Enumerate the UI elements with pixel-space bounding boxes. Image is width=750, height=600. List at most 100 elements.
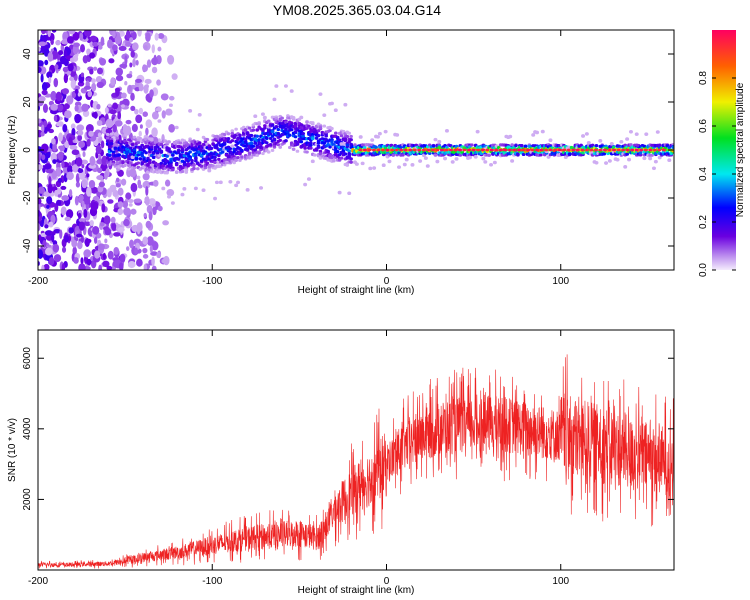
spectrogram-cell bbox=[278, 145, 283, 149]
spectrogram-cell bbox=[149, 245, 153, 253]
spectrogram-peak-cell bbox=[371, 148, 376, 152]
spectrogram-cell bbox=[260, 112, 265, 116]
spectrogram-cell bbox=[291, 115, 296, 120]
spectrogram-cell bbox=[96, 175, 104, 181]
spectrogram-cell bbox=[63, 49, 68, 58]
spectrogram-cell bbox=[207, 168, 212, 173]
spectrogram-cell bbox=[57, 121, 64, 127]
spectrogram-cell bbox=[586, 140, 591, 145]
spectrogram-cell bbox=[100, 162, 108, 172]
spectrogram-cell bbox=[104, 238, 108, 244]
spectrogram-cell bbox=[625, 137, 630, 141]
spectrogram-cell bbox=[581, 134, 586, 138]
spectrogram-cell bbox=[45, 169, 54, 174]
spectrogram-cell bbox=[427, 151, 432, 155]
spectrogram-cell bbox=[54, 189, 59, 197]
spectrogram-cell bbox=[240, 148, 244, 153]
spectrogram-cell bbox=[489, 162, 494, 167]
spectrogram-peak-cell bbox=[480, 148, 485, 152]
spectrogram-cell bbox=[433, 153, 438, 157]
spectrogram-cell bbox=[52, 159, 57, 164]
spectrogram-peak-cell bbox=[544, 148, 549, 152]
spectrogram-cell bbox=[134, 247, 138, 255]
spectrogram-cell bbox=[609, 142, 614, 146]
spectrogram-cell bbox=[151, 203, 156, 208]
spectrogram-cell bbox=[40, 131, 45, 137]
spectrogram-cell bbox=[140, 151, 144, 155]
spectrogram-cell bbox=[89, 35, 98, 42]
spectrogram-cell bbox=[193, 186, 198, 191]
spectrogram-cell bbox=[349, 157, 353, 161]
spectrogram-peak-cell bbox=[439, 148, 444, 152]
spectrogram-cell bbox=[195, 167, 200, 171]
spectrogram-cell bbox=[161, 186, 166, 191]
spectrogram-cell bbox=[130, 50, 135, 58]
spectrogram-peak-cell bbox=[580, 148, 585, 152]
spectrogram-cell bbox=[328, 145, 332, 149]
spectrogram-cell bbox=[91, 78, 96, 84]
spectrogram-cell bbox=[71, 128, 76, 137]
spectrogram-cell bbox=[86, 48, 91, 55]
spectrogram-cell bbox=[143, 212, 147, 218]
spectrogram-x-tick-label: -200 bbox=[28, 276, 48, 287]
spectrogram-cell bbox=[475, 129, 480, 134]
spectrogram-cell bbox=[79, 32, 84, 41]
spectrogram-cell bbox=[130, 208, 137, 215]
spectrogram-peak-cell bbox=[657, 148, 662, 152]
spectrogram-cell bbox=[168, 103, 173, 108]
spectrogram-cell bbox=[69, 57, 75, 63]
spectrogram-cell bbox=[51, 170, 58, 180]
spectrogram-cell bbox=[96, 67, 104, 75]
spectrogram-cell bbox=[55, 91, 62, 102]
spectrogram-cell bbox=[132, 166, 137, 170]
spectrogram-cell bbox=[109, 139, 114, 143]
spectrogram-cell bbox=[128, 146, 133, 150]
spectrogram-cell bbox=[111, 149, 116, 154]
spectrogram-cell bbox=[48, 221, 54, 228]
spectrogram-cell bbox=[68, 136, 73, 146]
spectrogram-cell bbox=[160, 93, 169, 101]
spectrogram-peak-cell bbox=[571, 148, 576, 152]
spectrogram-cell bbox=[145, 84, 149, 89]
spectrogram-cell bbox=[266, 119, 271, 123]
spectrogram-cell bbox=[353, 143, 357, 147]
spectrogram-cell bbox=[88, 179, 96, 189]
spectrogram-cell bbox=[129, 168, 137, 178]
spectrogram-peak-cell bbox=[476, 148, 481, 152]
spectrogram-cell bbox=[142, 254, 149, 259]
spectrogram-cell bbox=[139, 124, 143, 129]
spectrogram-cell bbox=[222, 141, 227, 145]
spectrogram-cell bbox=[125, 119, 132, 125]
spectrogram-cell bbox=[98, 44, 103, 50]
spectrogram-cell bbox=[130, 182, 138, 193]
spectrogram-cell bbox=[137, 184, 143, 189]
spectrogram-cell bbox=[89, 52, 96, 59]
spectrogram-cell bbox=[41, 124, 45, 133]
spectrogram-cell bbox=[314, 147, 319, 152]
spectrogram-cell bbox=[115, 183, 121, 188]
colorbar-tick-label: 0.0 bbox=[698, 263, 709, 277]
spectrogram-cell bbox=[107, 144, 112, 148]
spectrogram-cell bbox=[77, 134, 83, 142]
spectrogram-cell bbox=[316, 141, 321, 145]
spectrogram-cell bbox=[349, 134, 353, 139]
spectrogram-cell bbox=[121, 104, 126, 108]
spectrogram-cell bbox=[53, 114, 58, 122]
spectrogram-cell bbox=[203, 139, 208, 144]
spectrogram-cell bbox=[607, 159, 612, 163]
spectrogram-cell bbox=[433, 137, 438, 142]
spectrogram-cell bbox=[106, 265, 113, 270]
spectrogram-cell bbox=[83, 249, 92, 258]
spectrogram-cell bbox=[142, 64, 148, 72]
spectrogram-y-tick-label: 40 bbox=[22, 48, 33, 60]
spectrogram-cell bbox=[284, 127, 288, 132]
spectrogram-cell bbox=[470, 143, 474, 147]
spectrogram-cell bbox=[377, 131, 382, 136]
spectrogram-cell bbox=[115, 87, 120, 97]
spectrogram-cell bbox=[625, 152, 629, 156]
spectrogram-cell bbox=[115, 136, 120, 140]
spectrogram-cell bbox=[81, 179, 88, 189]
spectrogram-cell bbox=[123, 218, 130, 227]
spectrogram-cell bbox=[276, 143, 281, 147]
spectrogram-cell bbox=[634, 132, 639, 136]
